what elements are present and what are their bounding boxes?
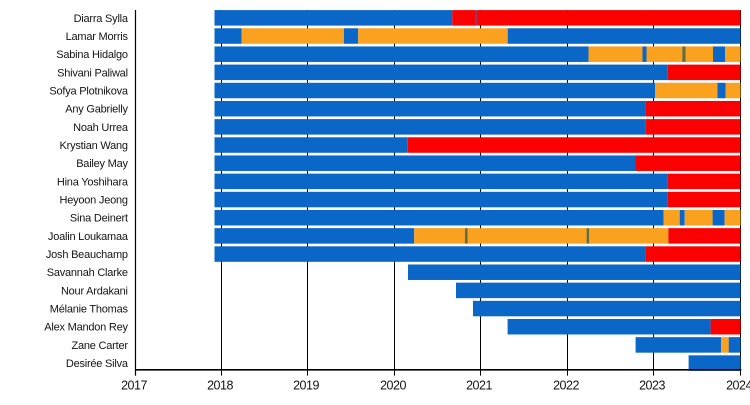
svg-text:Nour Ardakani: Nour Ardakani <box>61 285 128 297</box>
svg-text:Noah Urrea: Noah Urrea <box>73 122 129 134</box>
svg-text:2024: 2024 <box>726 379 750 393</box>
svg-text:Krystian Wang: Krystian Wang <box>60 140 128 152</box>
svg-text:Heyoon Jeong: Heyoon Jeong <box>59 195 127 207</box>
svg-text:Diarra Sylla: Diarra Sylla <box>74 13 129 25</box>
svg-text:2020: 2020 <box>380 379 406 393</box>
svg-text:Shivani Paliwal: Shivani Paliwal <box>57 67 128 79</box>
svg-text:Lamar Morris: Lamar Morris <box>66 31 129 43</box>
svg-text:Alex Mandon Rey: Alex Mandon Rey <box>44 322 128 334</box>
svg-text:Sabina Hidalgo: Sabina Hidalgo <box>56 49 128 61</box>
svg-text:2023: 2023 <box>639 379 665 393</box>
svg-text:2018: 2018 <box>207 379 233 393</box>
svg-text:Josh Beauchamp: Josh Beauchamp <box>46 249 128 261</box>
svg-text:Desirée Silva: Desirée Silva <box>66 358 129 370</box>
svg-text:Mélanie Thomas: Mélanie Thomas <box>50 304 129 316</box>
svg-text:2019: 2019 <box>293 379 319 393</box>
svg-text:Sofya Plotnikova: Sofya Plotnikova <box>49 86 129 98</box>
svg-text:Zane Carter: Zane Carter <box>72 340 129 352</box>
svg-text:2022: 2022 <box>553 379 579 393</box>
svg-text:Sina Deinert: Sina Deinert <box>70 213 128 225</box>
svg-text:Savannah Clarke: Savannah Clarke <box>47 267 128 279</box>
svg-text:Hina Yoshihara: Hina Yoshihara <box>57 176 129 188</box>
svg-text:2021: 2021 <box>466 379 492 393</box>
svg-text:Joalin Loukamaa: Joalin Loukamaa <box>48 231 129 243</box>
svg-text:Any Gabrielly: Any Gabrielly <box>65 104 128 116</box>
svg-text:Bailey May: Bailey May <box>76 158 128 170</box>
svg-text:2017: 2017 <box>121 379 147 393</box>
